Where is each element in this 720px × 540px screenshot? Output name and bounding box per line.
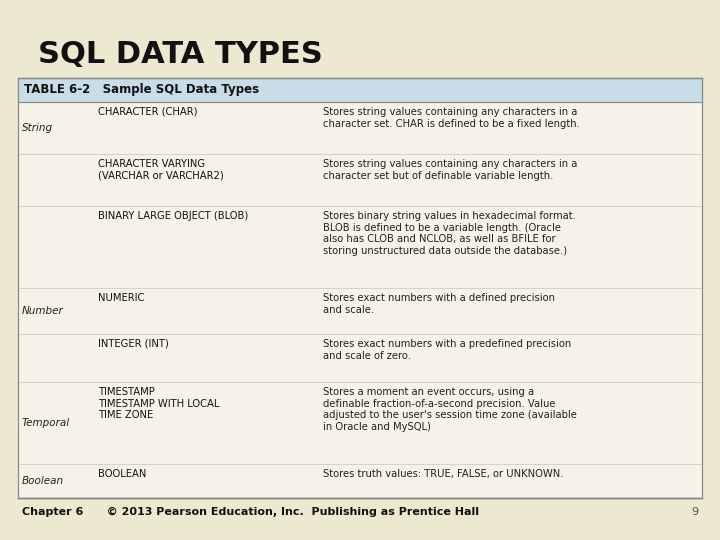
Text: CHARACTER (CHAR): CHARACTER (CHAR) xyxy=(98,107,197,117)
Text: Stores exact numbers with a defined precision
and scale.: Stores exact numbers with a defined prec… xyxy=(323,293,555,315)
Text: String: String xyxy=(22,123,53,133)
Text: CHARACTER VARYING
(VARCHAR or VARCHAR2): CHARACTER VARYING (VARCHAR or VARCHAR2) xyxy=(98,159,224,180)
Text: Boolean: Boolean xyxy=(22,476,64,486)
Bar xyxy=(18,78,702,498)
Bar xyxy=(18,78,702,102)
Text: Temporal: Temporal xyxy=(22,418,70,428)
Text: TABLE 6-2   Sample SQL Data Types: TABLE 6-2 Sample SQL Data Types xyxy=(24,84,259,97)
Text: Stores truth values: TRUE, FALSE, or UNKNOWN.: Stores truth values: TRUE, FALSE, or UNK… xyxy=(323,469,564,479)
Text: BOOLEAN: BOOLEAN xyxy=(98,469,146,479)
Text: Stores exact numbers with a predefined precision
and scale of zero.: Stores exact numbers with a predefined p… xyxy=(323,339,571,361)
Text: Chapter 6      © 2013 Pearson Education, Inc.  Publishing as Prentice Hall: Chapter 6 © 2013 Pearson Education, Inc.… xyxy=(22,507,479,517)
Text: SQL DATA TYPES: SQL DATA TYPES xyxy=(38,40,323,69)
Text: Number: Number xyxy=(22,306,64,316)
Text: Stores a moment an event occurs, using a
definable fraction-of-a-second precisio: Stores a moment an event occurs, using a… xyxy=(323,387,577,432)
Text: NUMERIC: NUMERIC xyxy=(98,293,145,303)
Text: Stores string values containing any characters in a
character set. CHAR is defin: Stores string values containing any char… xyxy=(323,107,580,129)
Text: Stores binary string values in hexadecimal format.
BLOB is defined to be a varia: Stores binary string values in hexadecim… xyxy=(323,211,576,256)
Text: 9: 9 xyxy=(691,507,698,517)
Text: TIMESTAMP
TIMESTAMP WITH LOCAL
TIME ZONE: TIMESTAMP TIMESTAMP WITH LOCAL TIME ZONE xyxy=(98,387,220,420)
Text: Stores string values containing any characters in a
character set but of definab: Stores string values containing any char… xyxy=(323,159,577,180)
Text: BINARY LARGE OBJECT (BLOB): BINARY LARGE OBJECT (BLOB) xyxy=(98,211,248,221)
Text: INTEGER (INT): INTEGER (INT) xyxy=(98,339,168,349)
